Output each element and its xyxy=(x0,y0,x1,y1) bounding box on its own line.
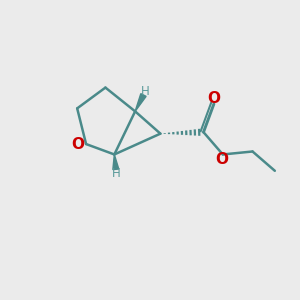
Text: H: H xyxy=(111,167,120,180)
Polygon shape xyxy=(113,154,119,169)
Text: O: O xyxy=(215,152,228,167)
Polygon shape xyxy=(135,94,146,111)
Text: O: O xyxy=(207,91,220,106)
Text: H: H xyxy=(141,85,149,98)
Text: O: O xyxy=(71,136,84,152)
